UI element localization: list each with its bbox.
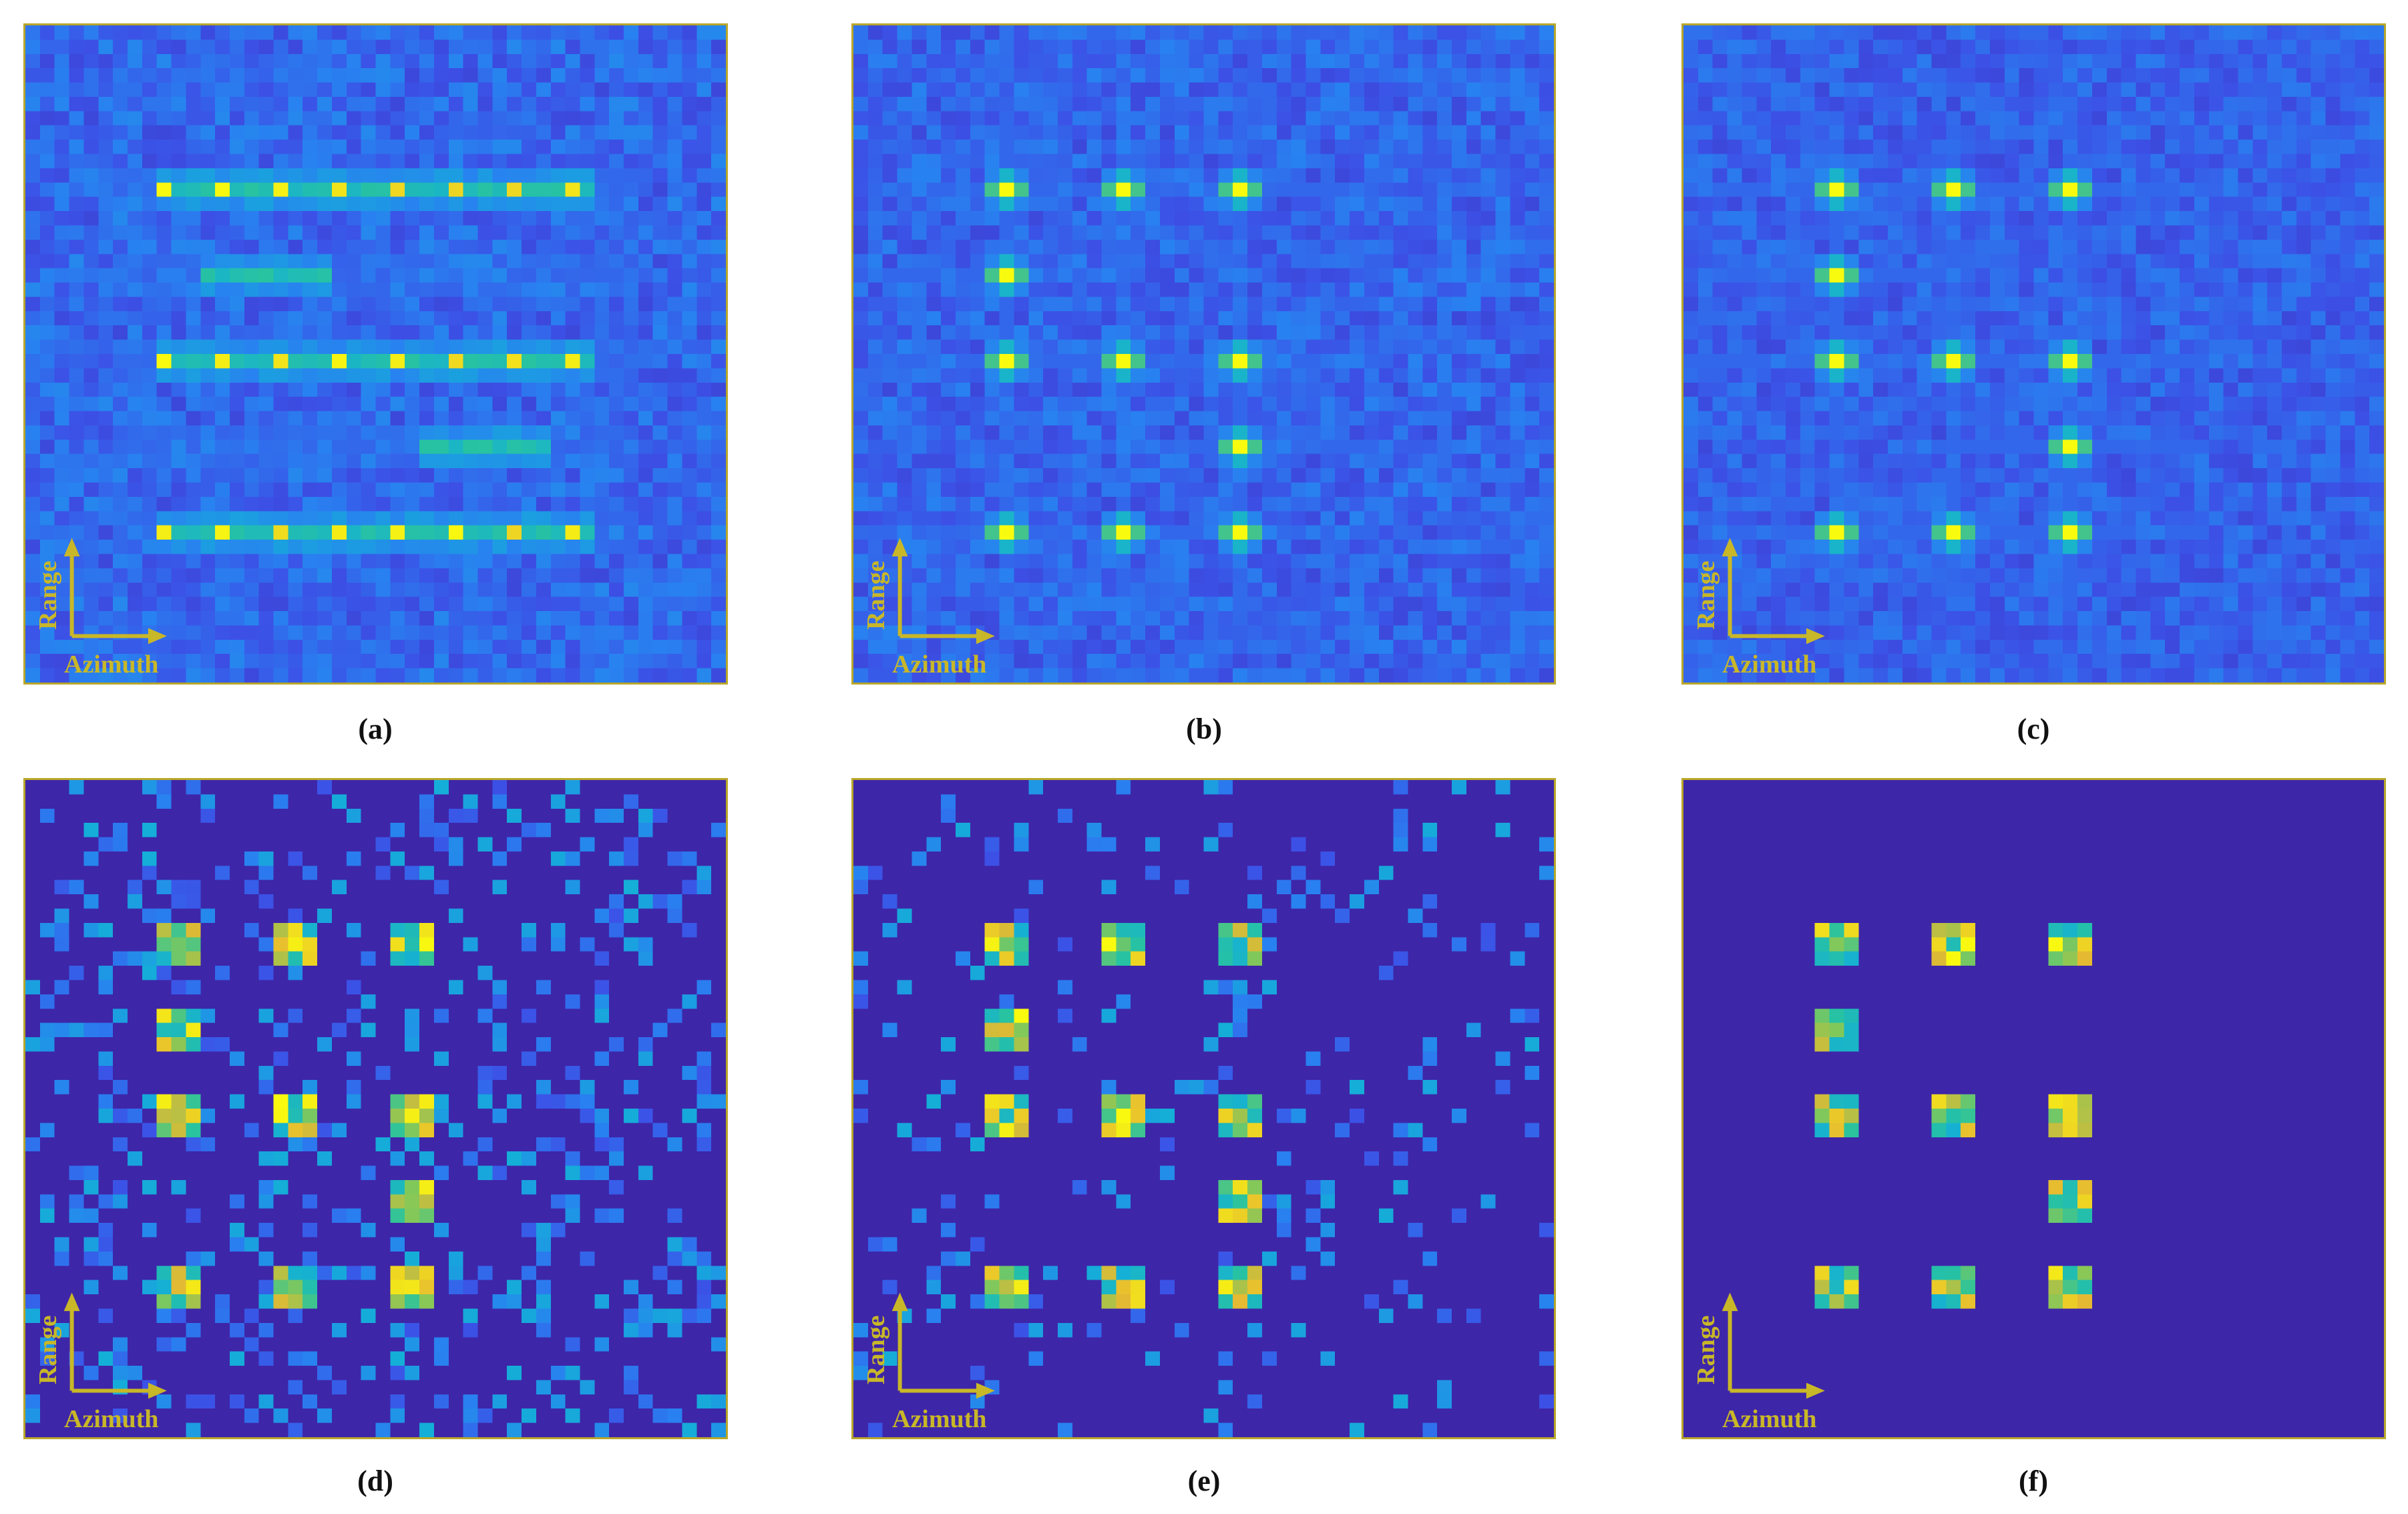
range-label-e: Range: [862, 1315, 890, 1384]
caption-d: (d): [357, 1465, 393, 1497]
range-label-d: Range: [34, 1315, 62, 1384]
range-label-b: Range: [862, 560, 890, 630]
range-label-c: Range: [1692, 560, 1720, 630]
range-label-f: Range: [1692, 1315, 1720, 1384]
azimuth-label-a: Azimuth: [64, 650, 159, 679]
azimuth-label-b: Azimuth: [892, 650, 987, 679]
image-frame-b: Range Azimuth: [851, 23, 1556, 685]
azimuth-label-c: Azimuth: [1722, 650, 1817, 679]
azimuth-label-d: Azimuth: [64, 1405, 159, 1433]
image-frame-e: Range Azimuth: [851, 778, 1556, 1439]
sar-image-b: [853, 25, 1554, 683]
azimuth-label-e: Azimuth: [892, 1405, 987, 1433]
caption-b: (b): [1186, 713, 1222, 745]
sar-image-a: [25, 25, 726, 683]
range-label-a: Range: [34, 560, 62, 630]
azimuth-label-f: Azimuth: [1722, 1405, 1817, 1433]
sar-image-d: [25, 780, 726, 1437]
caption-a: (a): [358, 713, 393, 745]
image-frame-f: Range Azimuth: [1681, 778, 2386, 1439]
image-frame-d: Range Azimuth: [23, 778, 728, 1439]
image-frame-c: Range Azimuth: [1681, 23, 2386, 685]
caption-c: (c): [2017, 713, 2050, 745]
sar-image-c: [1683, 25, 2384, 683]
sar-image-f: [1683, 780, 2384, 1437]
caption-e: (e): [1187, 1465, 1221, 1497]
sar-image-e: [853, 780, 1554, 1437]
image-frame-a: Range Azimuth: [23, 23, 728, 685]
caption-f: (f): [2019, 1465, 2048, 1497]
